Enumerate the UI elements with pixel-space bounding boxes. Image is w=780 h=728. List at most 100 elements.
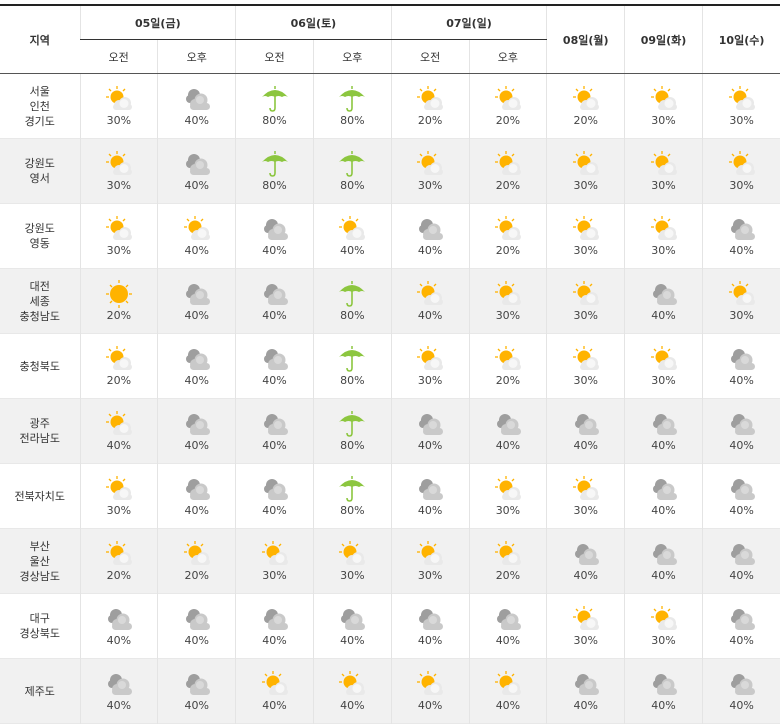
precipitation-chance: 40% bbox=[651, 309, 676, 322]
region-name: 부산 bbox=[29, 539, 50, 553]
forecast-cell: 40% bbox=[390, 593, 470, 659]
partly-sunny-icon bbox=[571, 85, 601, 113]
region-cell: 전북자치도 bbox=[0, 464, 80, 529]
precipitation-chance: 40% bbox=[729, 634, 754, 647]
partly-sunny-icon bbox=[571, 345, 601, 373]
partly-sunny-icon bbox=[337, 540, 367, 568]
forecast-cell: 80% bbox=[235, 73, 314, 139]
region-cell: 부산 울산 경상남도 bbox=[0, 528, 80, 594]
precipitation-chance: 40% bbox=[262, 439, 287, 452]
cloudy-icon bbox=[649, 540, 679, 568]
precipitation-chance: 30% bbox=[651, 244, 676, 257]
precipitation-chance: 40% bbox=[495, 439, 521, 452]
partly-sunny-icon bbox=[493, 150, 523, 178]
forecast-cell: 40% bbox=[624, 658, 703, 724]
rain-umbrella-icon bbox=[337, 345, 367, 373]
precipitation-chance: 40% bbox=[573, 699, 598, 712]
region-name: 대전 bbox=[29, 279, 50, 293]
partly-sunny-icon bbox=[493, 215, 523, 243]
forecast-cell: 40% bbox=[157, 138, 236, 204]
precipitation-chance: 40% bbox=[262, 634, 287, 647]
region-cell: 제주도 bbox=[0, 658, 80, 724]
region-name: 세종 bbox=[29, 294, 50, 308]
table-row: 대전 세종 충청남도 20% 40% 40% 80% 40% 30% 30% 40% 30% bbox=[0, 268, 780, 334]
precipitation-chance: 40% bbox=[184, 374, 209, 387]
pm-header: 오후 bbox=[468, 39, 547, 74]
forecast-cell: 30% bbox=[701, 138, 780, 204]
forecast-cell: 30% bbox=[79, 203, 158, 269]
day-header: 10일(수) bbox=[701, 5, 780, 74]
precipitation-chance: 30% bbox=[106, 504, 132, 517]
cloudy-icon bbox=[415, 475, 445, 503]
table-row: 강원도 영동 30% 40% 40% 40% 40% 20% 30% 30% 40% bbox=[0, 203, 780, 269]
forecast-cell: 40% bbox=[701, 593, 780, 659]
forecast-cell: 40% bbox=[157, 268, 236, 334]
am-header: 오전 bbox=[390, 39, 470, 74]
cloudy-icon bbox=[649, 670, 679, 698]
forecast-cell: 30% bbox=[624, 138, 703, 204]
precipitation-chance: 40% bbox=[651, 439, 676, 452]
cloudy-icon bbox=[260, 605, 290, 633]
region-name: 충청북도 bbox=[19, 359, 60, 373]
precipitation-chance: 80% bbox=[340, 179, 365, 192]
precipitation-chance: 80% bbox=[340, 374, 365, 387]
precipitation-chance: 80% bbox=[340, 504, 365, 517]
cloudy-icon bbox=[727, 670, 757, 698]
forecast-cell: 30% bbox=[79, 73, 158, 139]
forecast-cell: 30% bbox=[79, 138, 158, 204]
cloudy-icon bbox=[182, 605, 212, 633]
precipitation-chance: 30% bbox=[729, 309, 754, 322]
forecast-cell: 40% bbox=[157, 658, 236, 724]
cloudy-icon bbox=[104, 605, 134, 633]
forecast-cell: 40% bbox=[468, 658, 547, 724]
forecast-cell: 80% bbox=[312, 463, 392, 529]
precipitation-chance: 30% bbox=[573, 179, 598, 192]
rain-umbrella-icon bbox=[337, 280, 367, 308]
precipitation-chance: 20% bbox=[417, 114, 443, 127]
forecast-cell: 40% bbox=[701, 528, 780, 594]
precipitation-chance: 80% bbox=[262, 179, 287, 192]
forecast-cell: 40% bbox=[468, 398, 547, 464]
precipitation-chance: 40% bbox=[184, 504, 209, 517]
forecast-cell: 40% bbox=[624, 398, 703, 464]
partly-sunny-icon bbox=[104, 85, 134, 113]
precipitation-chance: 40% bbox=[729, 374, 754, 387]
forecast-cell: 40% bbox=[390, 463, 470, 529]
forecast-cell: 80% bbox=[312, 138, 392, 204]
partly-sunny-icon bbox=[415, 540, 445, 568]
region-name: 울산 bbox=[29, 554, 50, 568]
forecast-cell: 20% bbox=[157, 528, 236, 594]
partly-sunny-icon bbox=[104, 410, 134, 438]
forecast-cell: 30% bbox=[546, 268, 625, 334]
forecast-cell: 20% bbox=[468, 528, 547, 594]
cloudy-icon bbox=[571, 410, 601, 438]
precipitation-chance: 40% bbox=[340, 244, 365, 257]
partly-sunny-icon bbox=[182, 215, 212, 243]
precipitation-chance: 40% bbox=[262, 309, 287, 322]
precipitation-chance: 20% bbox=[495, 244, 521, 257]
forecast-cell: 20% bbox=[468, 138, 547, 204]
forecast-cell: 40% bbox=[701, 398, 780, 464]
region-name: 제주도 bbox=[24, 684, 55, 698]
forecast-cell: 30% bbox=[468, 268, 547, 334]
region-name: 인천 bbox=[29, 99, 50, 113]
forecast-cell: 20% bbox=[390, 73, 470, 139]
forecast-cell: 40% bbox=[157, 203, 236, 269]
precipitation-chance: 40% bbox=[495, 634, 521, 647]
precipitation-chance: 20% bbox=[495, 374, 521, 387]
cloudy-icon bbox=[260, 215, 290, 243]
partly-sunny-icon bbox=[727, 85, 757, 113]
region-header: 지역 bbox=[0, 5, 80, 74]
forecast-cell: 40% bbox=[546, 398, 625, 464]
forecast-cell: 40% bbox=[312, 203, 392, 269]
region-cell: 대구 경상북도 bbox=[0, 594, 80, 659]
sunny-icon bbox=[104, 280, 134, 308]
precipitation-chance: 40% bbox=[573, 439, 598, 452]
forecast-cell: 30% bbox=[390, 528, 470, 594]
partly-sunny-icon bbox=[415, 85, 445, 113]
cloudy-icon bbox=[649, 280, 679, 308]
region-name: 영동 bbox=[29, 237, 50, 250]
region-name: 전북자치도 bbox=[14, 489, 66, 503]
precipitation-chance: 40% bbox=[417, 699, 443, 712]
partly-sunny-icon bbox=[104, 540, 134, 568]
